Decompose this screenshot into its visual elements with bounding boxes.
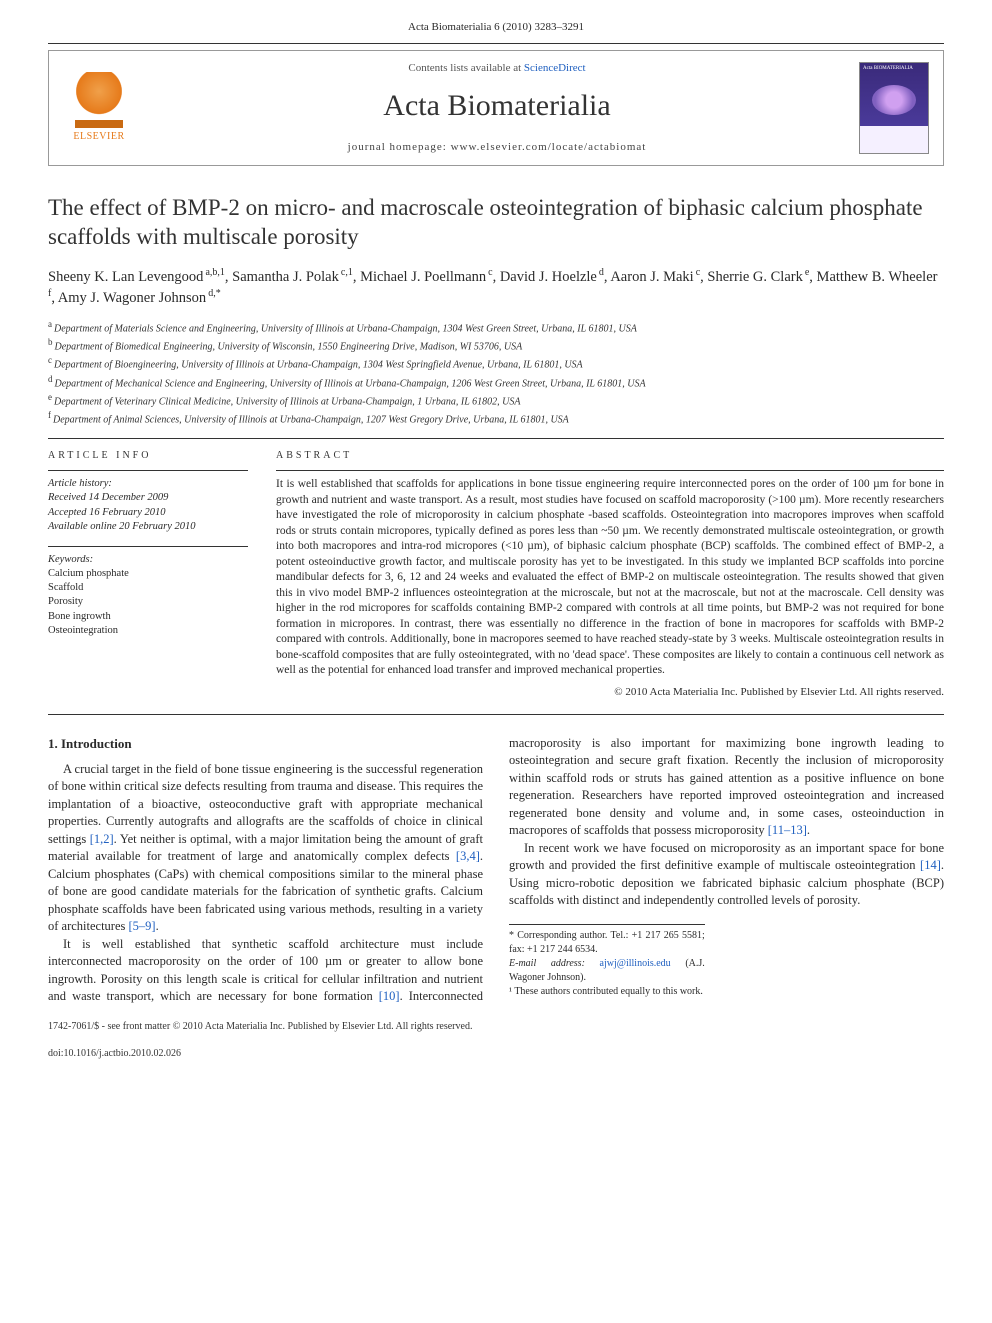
abstract-label: ABSTRACT — [276, 449, 944, 463]
keywords-label: Keywords: — [48, 553, 248, 567]
ref-link[interactable]: [3,4] — [456, 849, 480, 863]
article-title: The effect of BMP-2 on micro- and macros… — [48, 194, 944, 252]
header-center: Contents lists available at ScienceDirec… — [149, 61, 845, 155]
ref-link[interactable]: [14] — [920, 858, 941, 872]
history-label: Article history: — [48, 477, 248, 491]
equal-contribution-note: ¹ These authors contributed equally to t… — [509, 985, 705, 999]
body-paragraph: In recent work we have focused on microp… — [509, 840, 944, 910]
rule — [276, 470, 944, 471]
email-label: E-mail address: — [509, 958, 600, 969]
publisher-name: ELSEVIER — [73, 130, 124, 144]
front-matter-line: 1742-7061/$ - see front matter © 2010 Ac… — [48, 1020, 944, 1034]
ref-link[interactable]: [10] — [379, 989, 400, 1003]
email-link[interactable]: ajwj@illinois.edu — [600, 958, 671, 969]
keywords-list: Calcium phosphateScaffoldPorosityBone in… — [48, 567, 248, 638]
journal-reference: Acta Biomaterialia 6 (2010) 3283–3291 — [48, 20, 944, 35]
rule — [48, 43, 944, 44]
article-info-col: ARTICLE INFO Article history: Received 1… — [48, 449, 248, 700]
online-date: Available online 20 February 2010 — [48, 520, 248, 534]
ref-link[interactable]: [1,2] — [90, 832, 114, 846]
homepage-prefix: journal homepage: — [348, 141, 451, 153]
cover-label: Acta BIOMATERIALIA — [863, 66, 925, 73]
footnotes: * Corresponding author. Tel.: +1 217 265… — [509, 924, 705, 999]
affiliations: aDepartment of Materials Science and Eng… — [48, 318, 944, 428]
homepage-url[interactable]: www.elsevier.com/locate/actabiomat — [451, 141, 647, 153]
article-history: Article history: Received 14 December 20… — [48, 477, 248, 534]
homepage-line: journal homepage: www.elsevier.com/locat… — [149, 140, 845, 155]
corresponding-author-note: * Corresponding author. Tel.: +1 217 265… — [509, 929, 705, 957]
email-line: E-mail address: ajwj@illinois.edu (A.J. … — [509, 957, 705, 985]
journal-cover-thumb: Acta BIOMATERIALIA — [859, 62, 929, 154]
elsevier-tree-icon — [75, 72, 123, 128]
elsevier-logo: ELSEVIER — [63, 65, 135, 151]
contents-available-line: Contents lists available at ScienceDirec… — [149, 61, 845, 76]
intro-heading: 1. Introduction — [48, 735, 483, 753]
keywords-block: Keywords: Calcium phosphateScaffoldPoros… — [48, 553, 248, 638]
rule — [48, 546, 248, 547]
doi-line: doi:10.1016/j.actbio.2010.02.026 — [48, 1047, 944, 1061]
sciencedirect-link[interactable]: ScienceDirect — [524, 62, 586, 74]
article-info-label: ARTICLE INFO — [48, 449, 248, 463]
journal-title: Acta Biomaterialia — [149, 86, 845, 127]
abstract-copyright: © 2010 Acta Materialia Inc. Published by… — [276, 685, 944, 700]
body-paragraph: A crucial target in the field of bone ti… — [48, 761, 483, 936]
info-abstract-row: ARTICLE INFO Article history: Received 1… — [48, 438, 944, 715]
abstract-text: It is well established that scaffolds fo… — [276, 477, 944, 679]
ref-link[interactable]: [11–13] — [768, 823, 807, 837]
ref-link[interactable]: [5–9] — [129, 919, 156, 933]
rule — [48, 470, 248, 471]
contents-prefix: Contents lists available at — [408, 62, 523, 74]
received-date: Received 14 December 2009 — [48, 491, 248, 505]
accepted-date: Accepted 16 February 2010 — [48, 506, 248, 520]
abstract-col: ABSTRACT It is well established that sca… — [276, 449, 944, 700]
journal-header-box: ELSEVIER Contents lists available at Sci… — [48, 50, 944, 166]
article-body: 1. Introduction A crucial target in the … — [48, 735, 944, 1006]
authors-line: Sheeny K. Lan Levengood a,b,1, Samantha … — [48, 266, 944, 308]
